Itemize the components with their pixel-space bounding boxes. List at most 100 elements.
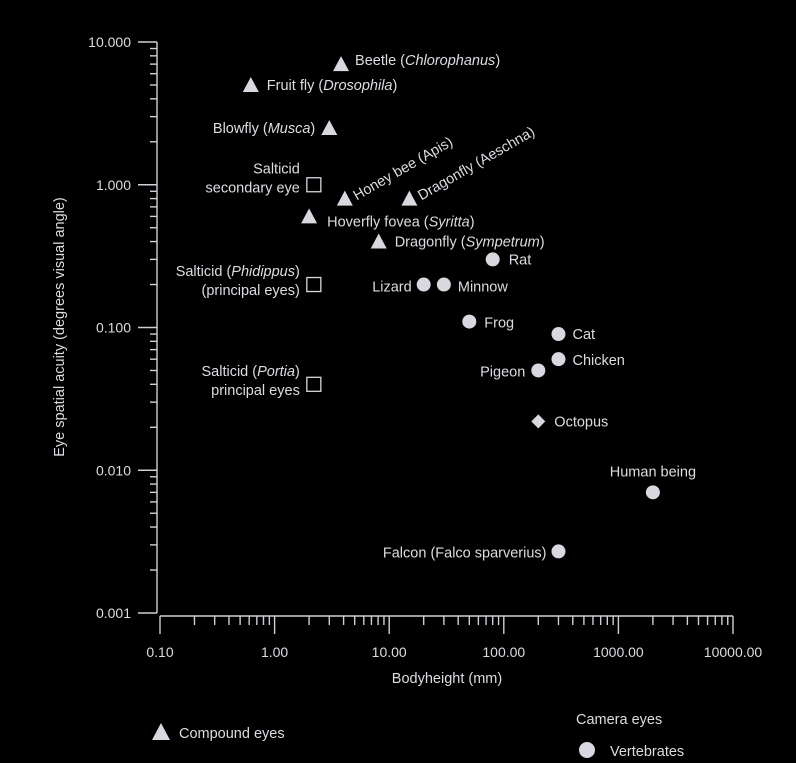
data-point-salticid-portia: Salticid (Portia) principal eyes [201,364,322,399]
data-label-dragonfly-sympetrum: Dragonfly (Sympetrum) [395,235,545,251]
label-segment: principal eyes [211,383,300,399]
x-tick-label: 1000.00 [593,644,644,660]
data-point-hoverfly: Hoverfly fovea (Syritta) [301,208,475,230]
label-segment: ) [495,53,500,69]
vertebrate-circle-marker [485,252,500,267]
data-point-minnow: Minnow [436,277,508,296]
legend-camera-heading: Camera eyes [576,712,662,728]
data-point-dragonfly-sympetrum: Dragonfly (Sympetrum) [370,233,545,251]
salticid-square-marker [306,376,322,392]
vertebrate-circle-marker [436,277,451,292]
label-segment: secondary eye [206,180,300,196]
compound-eye-triangle-marker [333,56,350,72]
data-point-human: Human being [610,464,696,500]
compound-eye-triangle-marker [321,119,338,135]
data-label-blowfly: Blowfly (Musca) [213,121,315,137]
data-point-cat: Cat [551,327,595,343]
label-segment: Octopus [554,414,608,430]
data-label-lizard: Lizard [372,280,412,296]
label-segment: Salticid ( [176,264,232,280]
label-segment: Dragonfly (Aeschna) [415,124,537,204]
label-segment: Cat [572,327,595,343]
label-segment: ) [295,264,300,280]
legend-compound-triangle-icon [152,723,170,740]
x-tick-label: 0.10 [146,644,173,660]
octopus-diamond-marker [531,414,546,429]
label-segment: Hoverfly fovea ( [327,214,429,230]
legend-compound-label: Compound eyes [179,726,285,742]
label-segment: ) [295,364,300,380]
label-segment: Drosophila [323,78,392,94]
x-tick-label: 100.00 [482,644,525,660]
label-segment: Syritta [429,214,470,230]
data-point-frog: Frog [462,314,514,332]
salticid-square-marker [306,276,322,293]
label-segment: Blowfly ( [213,121,268,137]
compound-eye-triangle-marker [301,208,318,224]
compound-eye-triangle-marker [401,190,418,206]
data-point-beetle: Beetle (Chlorophanus) [333,53,500,72]
compound-eye-triangle-marker [242,76,259,92]
label-segment: Portia [257,364,295,380]
vertebrate-circle-marker [645,485,660,500]
data-label-human: Human being [610,464,696,480]
data-label-beetle: Beetle (Chlorophanus) [355,53,500,69]
data-label-salticid-phidippus: Salticid (Phidippus) (principal eyes) [176,264,300,299]
data-point-chicken: Chicken [551,352,625,369]
label-segment: Phidippus [231,264,295,280]
data-point-salticid-secondary: Salticid secondary eye [206,161,322,196]
label-segment: Chlorophanus [405,53,495,69]
label-segment: Pigeon [480,364,525,380]
label-segment: Dragonfly ( [395,235,466,251]
data-points: Beetle (Chlorophanus)Fruit fly (Drosophi… [176,53,696,561]
vertebrate-circle-marker [462,314,477,329]
data-label-chicken: Chicken [572,353,624,369]
label-segment: Fruit fly ( [267,78,324,94]
data-label-salticid-secondary: Salticid secondary eye [206,161,300,196]
label-segment: Chicken [572,353,624,369]
label-segment: Minnow [458,280,508,296]
data-point-fruit-fly: Fruit fly (Drosophila) [242,76,398,94]
data-point-falcon: Falcon (Falco sparverius) [383,544,566,561]
y-axis-title: Eye spatial acuity (degrees visual angle… [52,197,68,457]
data-label-salticid-portia: Salticid (Portia) principal eyes [201,364,299,399]
label-segment: Human being [610,464,696,480]
data-point-blowfly: Blowfly (Musca) [213,119,338,137]
data-label-octopus: Octopus [554,414,608,430]
vertebrate-circle-marker [531,363,546,378]
data-label-dragonfly-aeschna: Dragonfly (Aeschna) [415,124,537,204]
axes: 0.001 0.010 0.100 1.000 10.000 0.10 1.00 10.00 1… [88,34,762,660]
vertebrate-circle-marker [551,327,566,342]
y-tick-label: 0.010 [96,462,131,478]
data-point-lizard: Lizard [372,277,431,296]
vertebrate-circle-marker [551,544,566,559]
data-label-rat: Rat [509,252,532,268]
label-segment: Beetle ( [355,53,405,69]
x-tick-label: 1.00 [261,644,288,660]
compound-eye-triangle-marker [336,190,353,206]
data-point-octopus: Octopus [531,414,608,430]
data-label-frog: Frog [484,316,514,332]
vertebrate-circle-marker [416,277,431,292]
label-segment: ) [393,78,398,94]
data-label-pigeon: Pigeon [480,364,525,380]
salticid-square-marker [306,177,322,193]
label-segment: ) [310,121,315,137]
label-segment: Salticid [253,161,300,177]
label-segment: Sympetrum [466,235,540,251]
data-label-cat: Cat [572,327,595,343]
x-tick-label: 10.00 [372,644,407,660]
x-axis-title: Bodyheight (mm) [392,671,502,687]
label-segment: (principal eyes) [202,283,300,299]
label-segment: Salticid ( [201,364,257,380]
vertebrate-circle-marker [551,352,566,367]
compound-eye-triangle-marker [370,233,387,249]
y-tick-label: 0.100 [96,320,131,336]
data-label-falcon: Falcon (Falco sparverius) [383,545,547,561]
label-segment: Frog [484,316,514,332]
label-segment: ) [540,235,545,251]
data-point-salticid-phidippus: Salticid (Phidippus) (principal eyes) [176,264,322,299]
data-point-pigeon: Pigeon [480,363,546,380]
y-tick-label: 0.001 [96,605,131,621]
